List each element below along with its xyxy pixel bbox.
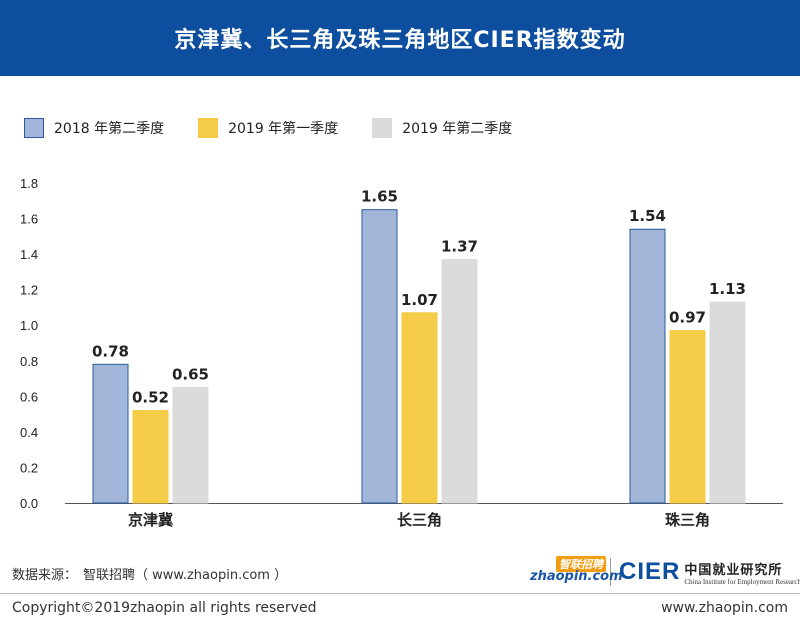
bar	[669, 330, 706, 504]
legend-item-2019q2: 2019 年第二季度	[372, 118, 512, 138]
data-label: 1.54	[629, 207, 666, 225]
y-tick-label: 1.2	[20, 283, 38, 298]
copyright: Copyright©2019zhaopin all rights reserve…	[12, 600, 317, 616]
source-text: 智联招聘（ www.zhaopin.com ）	[83, 568, 288, 583]
logos: 智联招聘 zhaopin.com CIER 中国就业研究所 China Inst…	[530, 556, 800, 588]
y-tick-label: 1.4	[20, 247, 38, 262]
legend-item-2019q1: 2019 年第一季度	[198, 118, 338, 138]
legend-label-2019q2: 2019 年第二季度	[402, 121, 513, 137]
y-tick-label: 1.6	[20, 212, 38, 227]
zhaopin-logo-cn: 智联招聘	[556, 556, 606, 572]
y-tick-label: 0.4	[20, 425, 38, 440]
zhaopin-logo-en: zhaopin.com	[530, 569, 623, 584]
bar	[172, 386, 209, 504]
y-tick-label: 0.8	[20, 354, 38, 369]
x-tick-label: 长三角	[397, 511, 442, 529]
y-tick-label: 0.2	[20, 460, 38, 475]
bar	[92, 363, 129, 504]
legend: 2018 年第二季度 2019 年第一季度 2019 年第二季度	[24, 118, 546, 138]
bar	[401, 312, 438, 504]
data-label: 0.52	[132, 389, 169, 407]
data-label: 1.13	[709, 280, 746, 298]
cier-logo-cn: 中国就业研究所	[684, 562, 783, 578]
data-label: 1.07	[401, 291, 438, 309]
bar	[629, 228, 666, 504]
bar	[441, 258, 478, 504]
footer-divider	[0, 593, 800, 594]
data-label: 1.65	[361, 188, 398, 206]
cier-logo-mark: CIER	[619, 558, 681, 585]
chart-title-banner: 京津冀、长三角及珠三角地区CIER指数变动	[0, 0, 800, 76]
data-label: 0.65	[172, 365, 209, 383]
x-tick-label: 京津冀	[128, 511, 173, 529]
y-tick-label: 0.6	[20, 389, 38, 404]
source-label: 数据来源：	[12, 568, 78, 583]
y-tick-label: 0.0	[20, 496, 38, 511]
cier-logo: CIER 中国就业研究所 China Institute for Employm…	[619, 558, 800, 586]
y-tick-label: 1.8	[20, 176, 38, 191]
chart-title: 京津冀、长三角及珠三角地区CIER指数变动	[174, 28, 626, 53]
cier-logo-en: China Institute for Employment Research	[684, 577, 800, 586]
bar-chart: 0.0 0.2 0.4 0.6 0.8 1.0 1.2 1.4 1.6 1.8 0.78 1.65 1.…	[20, 176, 783, 529]
legend-swatch-2019q2	[372, 118, 393, 138]
bar	[709, 301, 746, 504]
data-label: 0.97	[669, 309, 706, 327]
zhaopin-logo: 智联招聘 zhaopin.com	[530, 556, 623, 588]
data-source: 数据来源： 智联招聘（ www.zhaopin.com ）	[12, 564, 287, 583]
legend-item-2018q2: 2018 年第二季度	[24, 118, 164, 138]
legend-swatch-2019q1	[198, 118, 219, 138]
bar	[361, 209, 398, 504]
data-label: 1.37	[441, 237, 478, 255]
legend-swatch-2018q2	[24, 118, 44, 138]
bar	[132, 410, 169, 504]
data-label: 0.78	[92, 342, 129, 360]
y-tick-label: 1.0	[20, 318, 38, 333]
legend-label-2018q2: 2018 年第二季度	[54, 121, 165, 137]
legend-label-2019q1: 2019 年第一季度	[228, 121, 339, 137]
logo-divider	[610, 558, 611, 586]
x-tick-label: 珠三角	[665, 511, 710, 529]
footer-site-link[interactable]: www.zhaopin.com	[661, 600, 788, 616]
